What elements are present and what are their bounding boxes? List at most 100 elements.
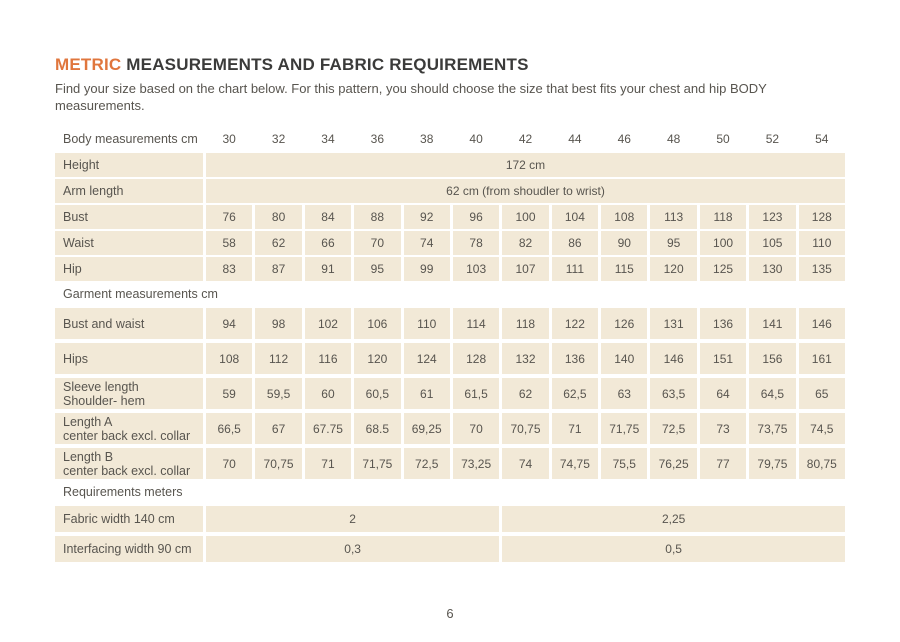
value-cell: 64 [699,378,747,409]
value-cell: 70 [354,231,401,255]
value-cell: 116 [304,343,352,374]
value-cell: 104 [551,205,599,229]
value-cell: 128 [798,205,845,229]
value-cell: 66 [304,231,352,255]
value-cell: 99 [403,257,450,281]
value-cell: 72,5 [403,448,450,479]
value-cell: 86 [551,231,599,255]
value-cell: 98 [255,308,302,339]
value-cell: 59 [206,378,253,409]
row-label-cell: Hips [55,343,203,374]
value-cell: 156 [749,343,796,374]
value-cell: 111 [551,257,599,281]
size-header-cell: 32 [271,132,286,146]
value-cell: 70,75 [502,413,549,444]
value-cell: 108 [601,205,648,229]
value-cell: 90 [601,231,648,255]
value-cell: 87 [255,257,302,281]
value-cell: 106 [354,308,401,339]
size-header-cell: 36 [370,132,385,146]
row-label-cell: Fabric width 140 cm [55,506,203,532]
merged-value-cell: 172 cm [206,153,845,177]
merged-value-cell: 62 cm (from shoudler to wrist) [206,179,845,203]
value-cell: 118 [699,205,747,229]
value-cell: 128 [452,343,500,374]
value-cell: 95 [354,257,401,281]
row-label-cell: Bust [55,205,203,229]
value-cell: 71 [551,413,599,444]
page-number: 6 [446,606,454,621]
row-label-cell: Waist [55,231,203,255]
value-cell: 136 [551,343,599,374]
value-cell: 82 [502,231,549,255]
value-cell: 72,5 [650,413,697,444]
size-header-cell: 42 [518,132,533,146]
merged-value-cell: 0,3 [206,536,500,562]
value-cell: 118 [502,308,549,339]
value-cell: 78 [452,231,500,255]
value-cell: 100 [502,205,549,229]
row-label-cell: Bust and waist [55,308,203,339]
size-header-cell: 50 [716,132,730,146]
value-cell: 91 [304,257,352,281]
value-cell: 70 [206,448,253,479]
value-cell: 130 [749,257,796,281]
value-cell: 75,5 [601,448,648,479]
intro-line-2: measurements. [55,98,145,113]
value-cell: 88 [354,205,401,229]
value-cell: 146 [650,343,697,374]
value-cell: 132 [502,343,549,374]
value-cell: 107 [502,257,549,281]
title-rest: MEASUREMENTS AND FABRIC REQUIREMENTS [121,55,529,74]
value-cell: 136 [699,308,747,339]
value-cell: 70 [452,413,500,444]
value-cell: 69,25 [403,413,450,444]
value-cell: 151 [699,343,747,374]
value-cell: 64,5 [749,378,796,409]
value-cell: 92 [403,205,450,229]
row-label-cell: Hip [55,257,203,281]
title-metric-word: METRIC [55,55,122,74]
value-cell: 58 [206,231,253,255]
value-cell: 105 [749,231,796,255]
size-header-cell: 52 [765,132,780,146]
value-cell: 73,75 [749,413,796,444]
value-cell: 96 [452,205,500,229]
value-cell: 110 [403,308,450,339]
value-cell: 63,5 [650,378,697,409]
intro-text: Find your size based on the chart below.… [55,80,845,114]
value-cell: 124 [403,343,450,374]
size-header-row: Body measurements cm 30 32 34 36 38 40 42 44 46 48… [55,127,845,151]
value-cell: 95 [650,231,697,255]
value-cell: 125 [699,257,747,281]
value-cell: 74 [502,448,549,479]
value-cell: 76 [206,205,253,229]
value-cell: 113 [650,205,697,229]
value-cell: 74 [403,231,450,255]
value-cell: 67 [255,413,302,444]
value-cell: 59,5 [255,378,302,409]
value-cell: 80,75 [798,448,845,479]
value-cell: 112 [255,343,302,374]
value-cell: 131 [650,308,697,339]
value-cell: 62 [502,378,549,409]
value-cell: 140 [601,343,648,374]
value-cell: 122 [551,308,599,339]
value-cell: 60,5 [354,378,401,409]
header-label-cell: Body measurements cm [63,132,198,146]
size-header-cell: 38 [420,132,434,146]
value-cell: 108 [206,343,253,374]
value-cell: 71,75 [601,413,648,444]
value-cell: 61,5 [452,378,500,409]
value-cell: 103 [452,257,500,281]
value-cell: 135 [798,257,845,281]
value-cell: 74,5 [798,413,845,444]
intro-line-1: Find your size based on the chart below.… [55,81,767,96]
body-measurements-table: Height 172 cm Arm length 62 cm (from shoudl… [55,153,845,281]
value-cell: 102 [304,308,352,339]
value-cell: 63 [601,378,648,409]
value-cell: 84 [304,205,352,229]
value-cell: 123 [749,205,796,229]
row-label-cell: Arm length [55,179,203,203]
